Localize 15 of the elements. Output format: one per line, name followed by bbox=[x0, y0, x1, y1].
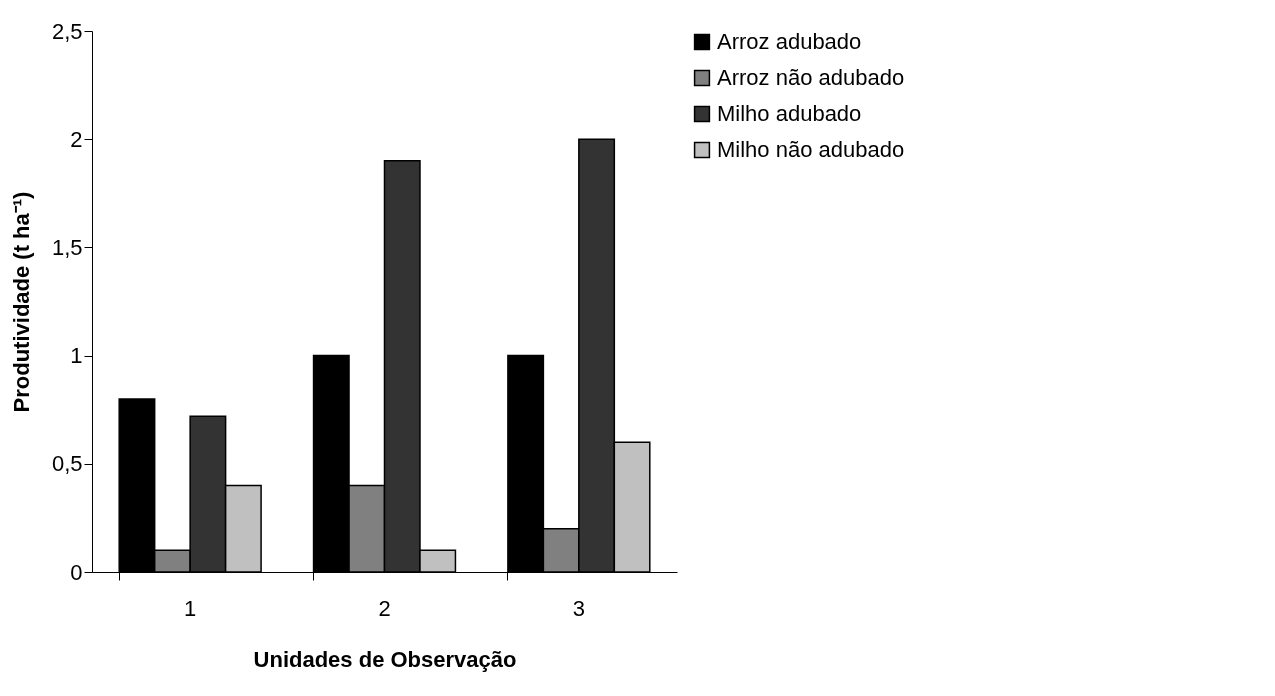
y-tick-label: 1,5 bbox=[51, 234, 83, 260]
y-tick-label: 0,5 bbox=[51, 451, 83, 477]
x-tick-label: 3 bbox=[572, 595, 585, 621]
y-tick-label: 2 bbox=[70, 126, 83, 152]
x-axis-title: Unidades de Observação bbox=[253, 646, 517, 672]
y-tick-label: 1 bbox=[70, 343, 83, 369]
y-tick-label: 0 bbox=[70, 559, 83, 585]
x-tick-label: 1 bbox=[184, 595, 197, 621]
legend-label: Milho não adubado bbox=[717, 137, 905, 162]
legend-label: Arroz adubado bbox=[717, 29, 862, 54]
y-axis-title: Produtividade (t ha⁻¹) bbox=[8, 191, 34, 413]
y-tick-label: 2,5 bbox=[51, 18, 83, 44]
legend-label: Arroz não adubado bbox=[717, 65, 905, 90]
x-tick-label: 2 bbox=[378, 595, 391, 621]
legend-label: Milho adubado bbox=[717, 101, 862, 126]
